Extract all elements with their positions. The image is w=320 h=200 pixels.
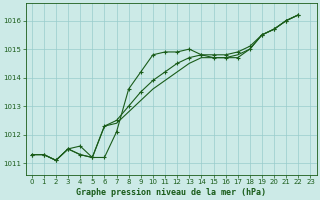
X-axis label: Graphe pression niveau de la mer (hPa): Graphe pression niveau de la mer (hPa) (76, 188, 266, 197)
